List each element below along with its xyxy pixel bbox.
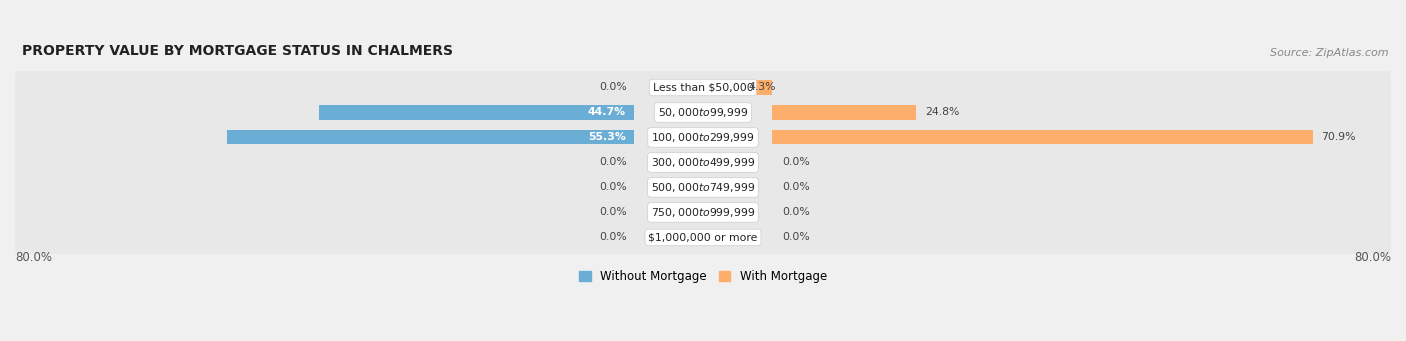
Bar xyxy=(319,105,634,119)
Text: $300,000 to $499,999: $300,000 to $499,999 xyxy=(651,156,755,169)
Text: 0.0%: 0.0% xyxy=(599,233,627,242)
FancyBboxPatch shape xyxy=(15,146,1391,179)
Text: $750,000 to $999,999: $750,000 to $999,999 xyxy=(651,206,755,219)
Bar xyxy=(740,80,772,94)
FancyBboxPatch shape xyxy=(15,96,1391,129)
Text: 80.0%: 80.0% xyxy=(1354,251,1391,264)
Text: 0.0%: 0.0% xyxy=(599,158,627,167)
Text: 4.3%: 4.3% xyxy=(748,83,776,92)
Text: 70.9%: 70.9% xyxy=(1322,132,1355,143)
Text: 44.7%: 44.7% xyxy=(588,107,626,118)
Text: Source: ZipAtlas.com: Source: ZipAtlas.com xyxy=(1270,48,1388,58)
Text: PROPERTY VALUE BY MORTGAGE STATUS IN CHALMERS: PROPERTY VALUE BY MORTGAGE STATUS IN CHA… xyxy=(22,44,453,58)
Legend: Without Mortgage, With Mortgage: Without Mortgage, With Mortgage xyxy=(574,265,832,288)
Bar xyxy=(772,131,1313,145)
Bar xyxy=(228,131,634,145)
FancyBboxPatch shape xyxy=(15,196,1391,229)
FancyBboxPatch shape xyxy=(15,171,1391,204)
Text: 0.0%: 0.0% xyxy=(599,83,627,92)
FancyBboxPatch shape xyxy=(15,71,1391,104)
Text: 0.0%: 0.0% xyxy=(782,233,810,242)
Text: $50,000 to $99,999: $50,000 to $99,999 xyxy=(658,106,748,119)
Text: 55.3%: 55.3% xyxy=(588,132,626,143)
Text: $500,000 to $749,999: $500,000 to $749,999 xyxy=(651,181,755,194)
Bar xyxy=(772,105,917,119)
Text: 0.0%: 0.0% xyxy=(782,207,810,218)
FancyBboxPatch shape xyxy=(15,221,1391,254)
Text: 0.0%: 0.0% xyxy=(599,207,627,218)
Text: $1,000,000 or more: $1,000,000 or more xyxy=(648,233,758,242)
Text: 80.0%: 80.0% xyxy=(15,251,52,264)
Text: 24.8%: 24.8% xyxy=(925,107,959,118)
Text: 0.0%: 0.0% xyxy=(782,182,810,192)
Text: Less than $50,000: Less than $50,000 xyxy=(652,83,754,92)
Text: $100,000 to $299,999: $100,000 to $299,999 xyxy=(651,131,755,144)
FancyBboxPatch shape xyxy=(15,121,1391,154)
Text: 0.0%: 0.0% xyxy=(599,182,627,192)
Text: 0.0%: 0.0% xyxy=(782,158,810,167)
